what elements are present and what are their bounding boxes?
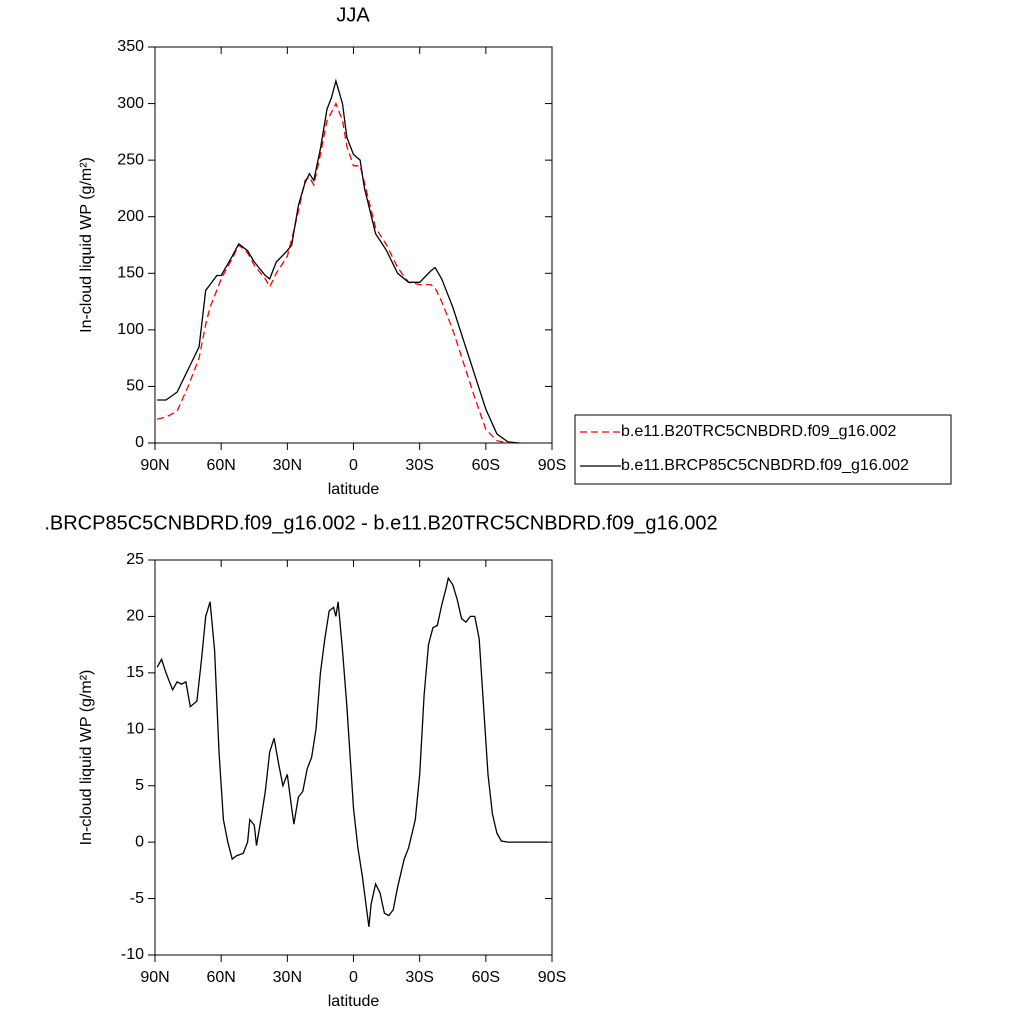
y-tick-label: 25 [126, 551, 144, 568]
x-tick-label: 30S [405, 969, 433, 986]
x-tick-label: 90N [140, 969, 169, 986]
y-axis-label: In-cloud liquid WP (g/m²) [78, 670, 95, 846]
y-tick-label: 50 [126, 378, 144, 395]
data-line [157, 102, 519, 444]
data-line [157, 78, 519, 444]
y-tick-label: 0 [135, 434, 144, 451]
x-tick-label: 30N [273, 969, 302, 986]
y-tick-label: 300 [117, 95, 144, 112]
y-tick-label: 15 [126, 664, 144, 681]
y-tick-label: 5 [135, 777, 144, 794]
x-tick-label: 60N [206, 969, 235, 986]
x-axis-label: latitude [328, 481, 380, 498]
legend-box [574, 414, 952, 485]
x-tick-label: 60N [206, 457, 235, 474]
plot-frame [154, 46, 553, 444]
y-tick-label: 350 [117, 38, 144, 55]
y-tick-label: 200 [117, 208, 144, 225]
x-tick-label: 90S [538, 457, 566, 474]
plot-frame [154, 559, 553, 956]
x-axis-label: latitude [328, 993, 380, 1010]
x-tick-label: 90N [140, 457, 169, 474]
y-tick-label: 250 [117, 151, 144, 168]
y-tick-label: 10 [126, 721, 144, 738]
y-tick-label: 0 [135, 833, 144, 850]
y-tick-label: -10 [121, 946, 144, 963]
y-axis-label: In-cloud liquid WP (g/m²) [78, 157, 95, 333]
y-tick-label: 150 [117, 265, 144, 282]
chart-title: .BRCP85C5CNBDRD.f09_g16.002 - b.e11.B20T… [44, 512, 717, 534]
x-tick-label: 30N [273, 457, 302, 474]
x-tick-label: 60S [472, 457, 500, 474]
chart-title: JJA [336, 4, 370, 26]
x-tick-label: 90S [538, 969, 566, 986]
x-tick-label: 60S [472, 969, 500, 986]
y-tick-label: -5 [130, 890, 144, 907]
y-tick-label: 100 [117, 321, 144, 338]
data-line [156, 576, 548, 927]
x-tick-label: 0 [349, 969, 358, 986]
legend-label: b.e11.B20TRC5CNBDRD.f09_g16.002 [621, 423, 897, 440]
x-tick-label: 30S [405, 457, 433, 474]
x-tick-label: 0 [349, 457, 358, 474]
legend-label: b.e11.BRCP85C5CNBDRD.f09_g16.002 [621, 457, 909, 474]
y-tick-label: 20 [126, 608, 144, 625]
